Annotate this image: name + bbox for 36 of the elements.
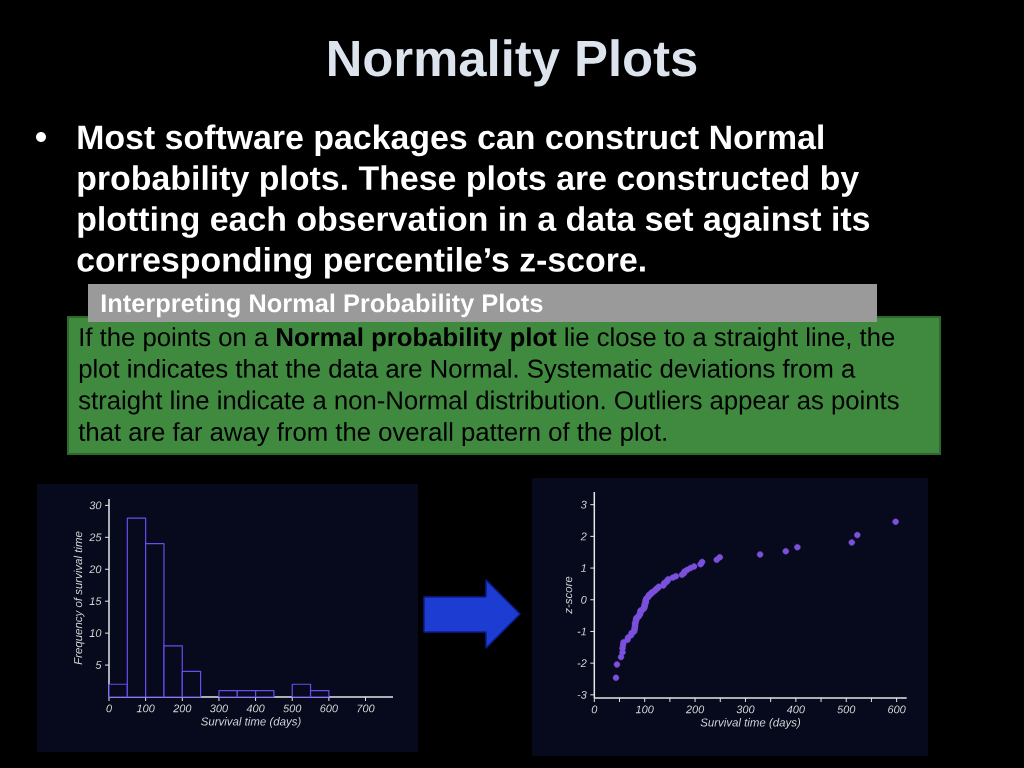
x-tick-label: 100 bbox=[635, 705, 654, 714]
y-tick-label: 10 bbox=[89, 629, 102, 638]
y-tick-label: 15 bbox=[89, 597, 102, 606]
y-tick-label: 30 bbox=[89, 501, 102, 510]
x-tick-label: 0 bbox=[106, 704, 112, 713]
x-tick-label: 200 bbox=[173, 704, 192, 713]
text: Most software packages can construct Normal probability plots. These plots are constructed by plotting each observation in a data set against its corresponding percentile’s z-score. bbox=[77, 124, 870, 279]
x-tick-label: 0 bbox=[591, 705, 598, 714]
y-tick-label: -3 bbox=[577, 690, 587, 699]
x-tick-label: 600 bbox=[888, 705, 906, 714]
y-tick-label: 25 bbox=[89, 533, 102, 542]
y-tick-label: -2 bbox=[577, 659, 587, 667]
x-tick-label: 700 bbox=[357, 704, 375, 713]
y-tick-label: 1 bbox=[580, 564, 586, 572]
y-axis-title: z-score bbox=[565, 576, 573, 614]
y-axis-title: Frequency of survival time bbox=[73, 531, 85, 665]
y-tick-label: 2 bbox=[580, 532, 587, 541]
y-tick-label: 20 bbox=[89, 565, 102, 574]
text: If the points on a Normal probability plot lie close to a straight line, the plot indicates that the data are Normal. Systematic deviations from a straight line indicate a non-Normal distribution. Outliers appear as points that are far away from the overall pattern of the plot. bbox=[78, 327, 899, 447]
x-tick-label: 300 bbox=[736, 705, 755, 714]
y-tick-label: 3 bbox=[580, 500, 587, 509]
x-tick-label: 500 bbox=[283, 704, 302, 713]
y-tick-label: 5 bbox=[95, 661, 102, 669]
x-tick-label: 400 bbox=[246, 704, 265, 713]
y-tick-label: 0 bbox=[581, 595, 587, 604]
y-tick-label: -1 bbox=[577, 627, 586, 636]
text: Interpreting Normal Probability Plots bbox=[101, 293, 543, 318]
x-axis-title: Survival time (days) bbox=[201, 717, 301, 728]
text: Normality Plots bbox=[329, 39, 697, 87]
x-tick-label: 400 bbox=[786, 705, 805, 714]
x-tick-label: 300 bbox=[210, 704, 228, 713]
x-tick-label: 500 bbox=[837, 705, 856, 714]
x-tick-label: 200 bbox=[685, 705, 705, 714]
x-tick-label: 600 bbox=[320, 704, 338, 713]
x-tick-label: 100 bbox=[136, 704, 155, 713]
x-axis-title: Survival time (days) bbox=[700, 718, 801, 729]
